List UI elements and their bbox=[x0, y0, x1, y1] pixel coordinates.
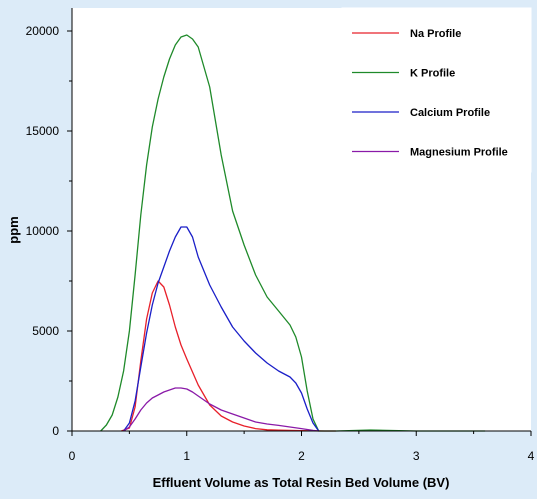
x-axis-label: Effluent Volume as Total Resin Bed Volum… bbox=[153, 475, 450, 490]
legend-label: K Profile bbox=[410, 68, 455, 80]
y-tick-label: 15000 bbox=[26, 124, 60, 138]
x-tick-label: 3 bbox=[413, 449, 420, 463]
legend-label: Na Profile bbox=[410, 28, 461, 40]
series-line-0 bbox=[121, 280, 336, 432]
x-tick-label: 4 bbox=[528, 449, 535, 463]
y-axis-label: ppm bbox=[6, 216, 21, 243]
series-layer bbox=[100, 34, 486, 432]
x-tick-label: 2 bbox=[298, 449, 305, 463]
series-line-2 bbox=[123, 226, 320, 432]
y-tick-label: 10000 bbox=[26, 224, 60, 238]
axes-layer: 0 1 2 3 4 0 5000 10000 15000 20000 bbox=[26, 8, 535, 463]
legend-box bbox=[341, 7, 532, 173]
y-tick-label: 20000 bbox=[26, 24, 60, 38]
x-tick-label: 0 bbox=[69, 449, 76, 463]
x-tick-label: 1 bbox=[183, 449, 190, 463]
y-tick-label: 5000 bbox=[32, 324, 59, 338]
legend-label: Calcium Profile bbox=[410, 107, 490, 119]
legend-label: Magnesium Profile bbox=[410, 147, 508, 159]
legend: Na Profile K Profile Calcium Profile Magnes… bbox=[341, 7, 532, 173]
series-line-3 bbox=[123, 387, 319, 432]
series-line-1 bbox=[100, 34, 486, 432]
y-tick-label: 0 bbox=[52, 424, 59, 438]
